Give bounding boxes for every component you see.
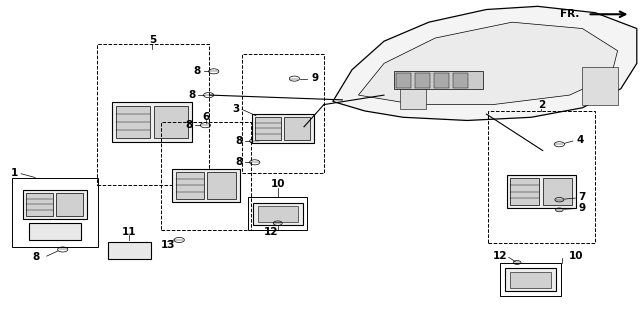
Bar [453,73,468,88]
Bar [207,172,236,199]
Text: 8: 8 [188,90,196,100]
Text: 9: 9 [311,73,319,83]
Text: 12: 12 [264,227,278,237]
Text: 11: 11 [122,227,136,237]
Bar [173,169,240,202]
Text: 10: 10 [569,251,583,261]
Polygon shape [333,6,637,120]
Bar [507,175,576,209]
Bar [252,114,314,143]
Text: 6: 6 [202,112,210,122]
Bar [242,54,324,173]
Bar [154,106,188,138]
Text: 2: 2 [538,100,545,110]
Bar [488,111,595,243]
Bar [543,178,572,205]
Bar [23,190,87,219]
Text: 1: 1 [10,168,18,178]
Text: 12: 12 [493,251,508,261]
Text: 4: 4 [576,135,584,145]
Text: 7: 7 [579,192,586,202]
Bar [258,206,298,222]
Bar [176,172,204,199]
Bar [255,117,281,140]
Bar [434,73,449,88]
Text: 5: 5 [148,35,156,45]
Bar [582,67,618,105]
Bar [500,263,561,296]
Bar [26,193,53,216]
Bar [108,242,151,259]
Text: 8: 8 [235,157,243,167]
Bar [116,106,150,138]
Bar [394,71,483,89]
Bar [29,223,81,240]
Bar [505,268,556,291]
Bar [396,73,411,88]
Text: 10: 10 [271,179,285,190]
Bar [253,203,303,225]
Polygon shape [358,22,618,105]
Text: 8: 8 [33,252,40,262]
Text: 9: 9 [579,203,586,213]
Text: 8: 8 [185,120,193,130]
Bar [284,117,310,140]
Bar [56,193,83,216]
Bar [400,89,426,109]
Text: 8: 8 [193,66,201,76]
Bar [161,122,251,230]
Bar [97,44,209,185]
Text: 8: 8 [235,136,243,146]
Bar [12,178,98,247]
Text: 3: 3 [232,104,239,114]
Bar [510,178,540,205]
Bar [415,73,430,88]
Bar [510,272,551,288]
Text: FR.: FR. [560,9,579,19]
Text: 13: 13 [161,240,175,250]
Bar [248,197,307,230]
Bar [113,102,192,142]
